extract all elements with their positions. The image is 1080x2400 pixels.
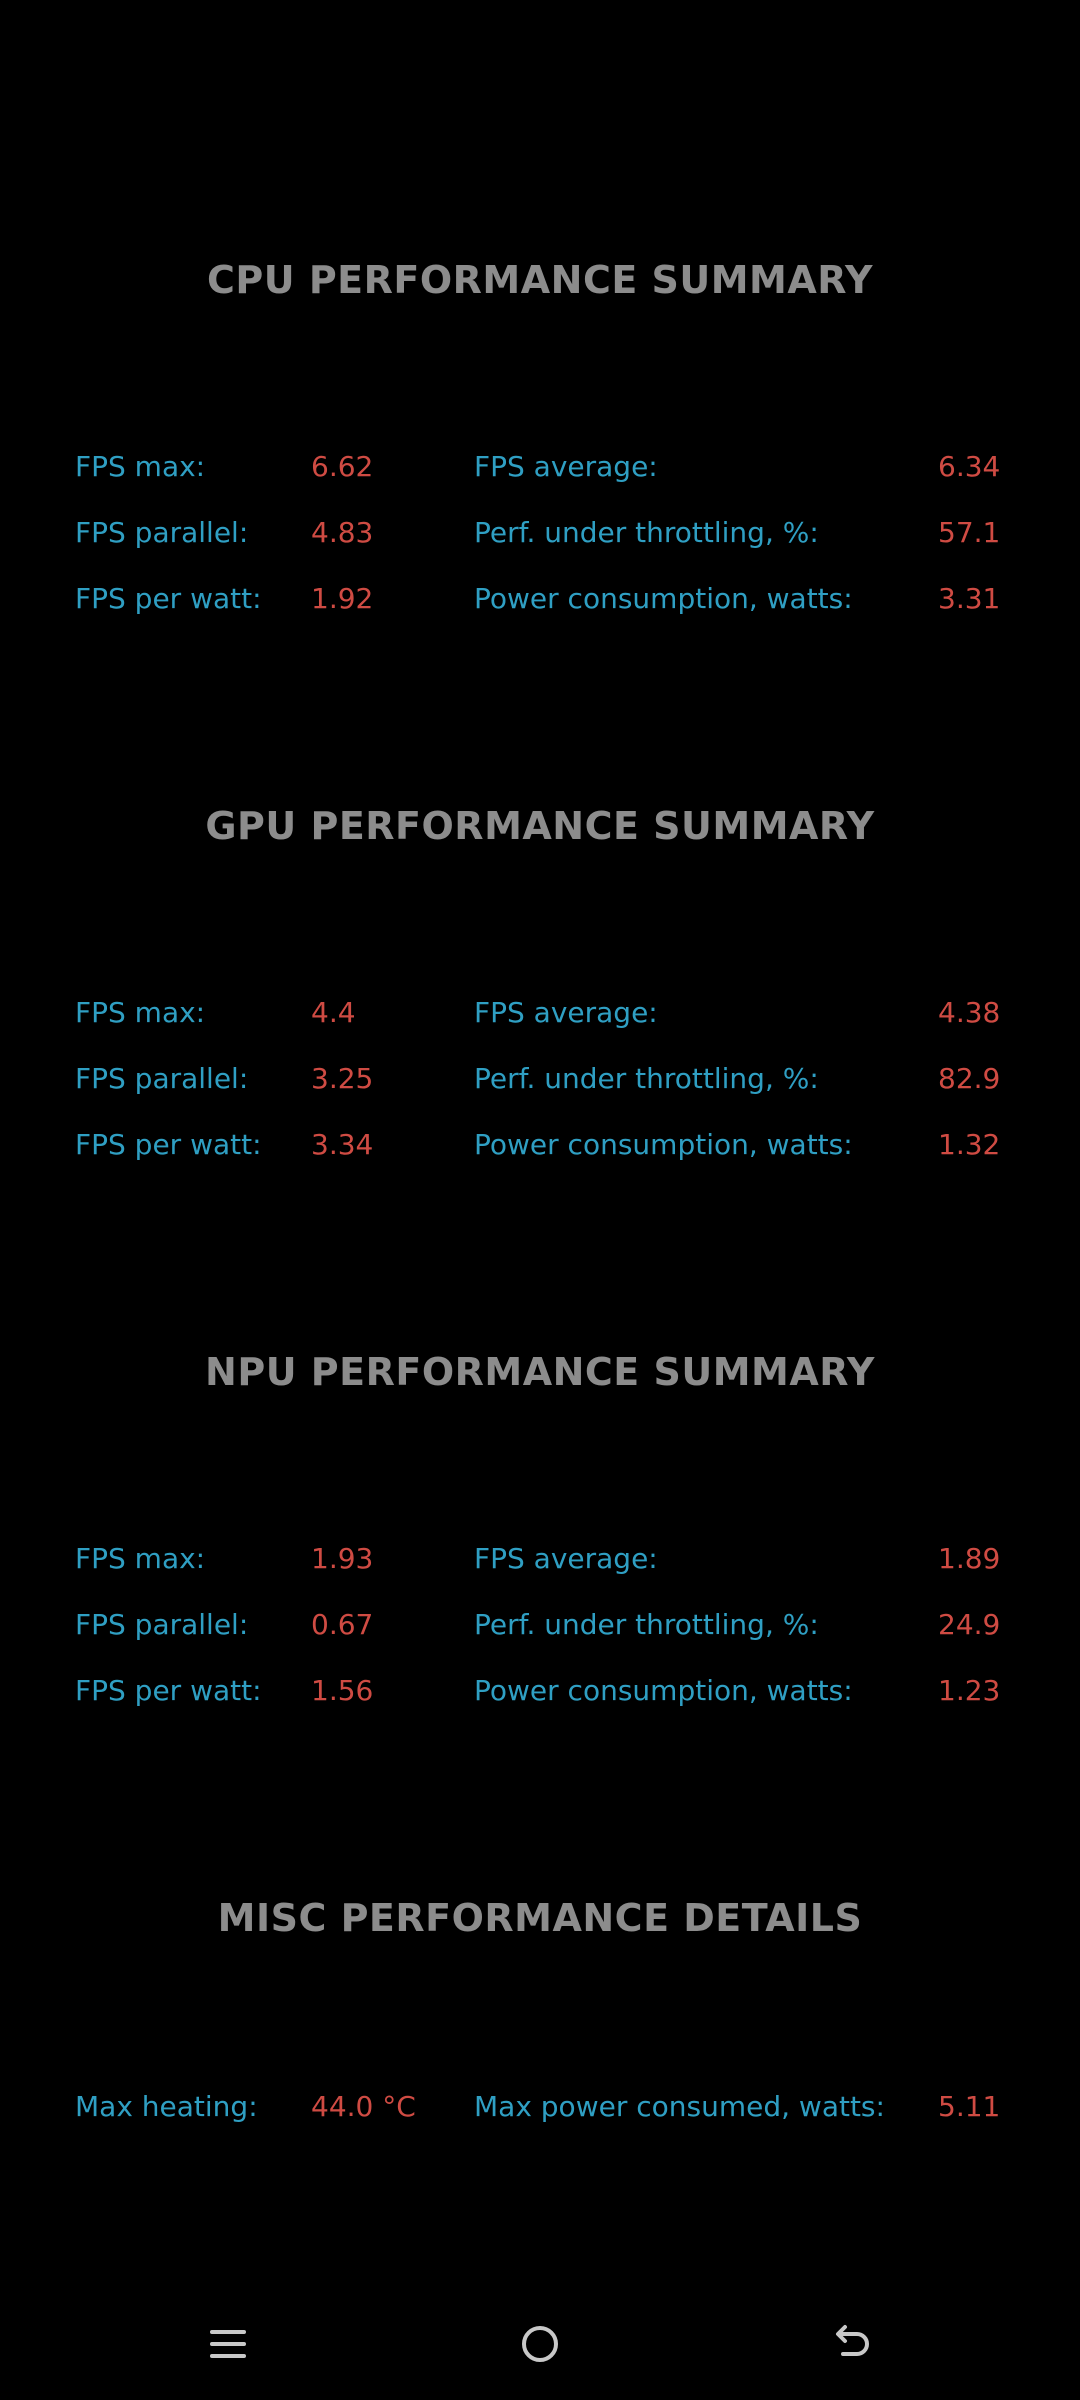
cpu-fps-max-label: FPS max: <box>75 450 206 483</box>
npu-fps-per-watt-label: FPS per watt: <box>75 1674 262 1707</box>
npu-fps-per-watt-value: 1.56 <box>311 1674 374 1707</box>
cpu-fps-per-watt-label: FPS per watt: <box>75 582 262 615</box>
npu-fps-average-label: FPS average: <box>474 1542 658 1575</box>
home-icon <box>522 2326 558 2362</box>
npu-section-title: NPU PERFORMANCE SUMMARY <box>205 1350 875 1394</box>
npu-fps-parallel-label: FPS parallel: <box>75 1608 249 1641</box>
npu-fps-max-label: FPS max: <box>75 1542 206 1575</box>
max-power-consumed-label: Max power consumed, watts: <box>474 2090 885 2123</box>
gpu-power-consumption-value: 1.32 <box>938 1128 1001 1161</box>
gpu-perf-throttling-label: Perf. under throttling, %: <box>474 1062 819 1095</box>
max-power-consumed-value: 5.11 <box>938 2090 1001 2123</box>
cpu-section-title: CPU PERFORMANCE SUMMARY <box>207 258 873 302</box>
max-heating-label: Max heating: <box>75 2090 258 2123</box>
cpu-perf-throttling-label: Perf. under throttling, %: <box>474 516 819 549</box>
gpu-perf-throttling-value: 82.9 <box>938 1062 1001 1095</box>
gpu-fps-average-label: FPS average: <box>474 996 658 1029</box>
npu-power-consumption-value: 1.23 <box>938 1674 1001 1707</box>
gpu-fps-max-label: FPS max: <box>75 996 206 1029</box>
max-heating-value: 44.0 °C <box>311 2090 416 2123</box>
gpu-fps-average-value: 4.38 <box>938 996 1001 1029</box>
home-button[interactable] <box>518 2322 562 2366</box>
npu-fps-max-value: 1.93 <box>311 1542 374 1575</box>
cpu-fps-parallel-label: FPS parallel: <box>75 516 249 549</box>
back-icon <box>836 2325 869 2356</box>
cpu-power-consumption-value: 3.31 <box>938 582 1001 615</box>
npu-perf-throttling-value: 24.9 <box>938 1608 1001 1641</box>
gpu-fps-max-value: 4.4 <box>311 996 356 1029</box>
gpu-section-title: GPU PERFORMANCE SUMMARY <box>205 804 875 848</box>
cpu-fps-per-watt-value: 1.92 <box>311 582 374 615</box>
cpu-perf-throttling-value: 57.1 <box>938 516 1001 549</box>
npu-power-consumption-label: Power consumption, watts: <box>474 1674 853 1707</box>
gpu-fps-parallel-value: 3.25 <box>311 1062 374 1095</box>
cpu-fps-average-value: 6.34 <box>938 450 1001 483</box>
gpu-fps-parallel-label: FPS parallel: <box>75 1062 249 1095</box>
cpu-power-consumption-label: Power consumption, watts: <box>474 582 853 615</box>
cpu-fps-average-label: FPS average: <box>474 450 658 483</box>
menu-button[interactable] <box>206 2322 250 2366</box>
misc-section-title: MISC PERFORMANCE DETAILS <box>217 1896 863 1940</box>
cpu-fps-parallel-value: 4.83 <box>311 516 374 549</box>
back-button[interactable] <box>829 2322 873 2366</box>
npu-fps-parallel-value: 0.67 <box>311 1608 374 1641</box>
cpu-fps-max-value: 6.62 <box>311 450 374 483</box>
gpu-power-consumption-label: Power consumption, watts: <box>474 1128 853 1161</box>
gpu-fps-per-watt-value: 3.34 <box>311 1128 374 1161</box>
menu-icon <box>210 2330 246 2358</box>
npu-perf-throttling-label: Perf. under throttling, %: <box>474 1608 819 1641</box>
npu-fps-average-value: 1.89 <box>938 1542 1001 1575</box>
gpu-fps-per-watt-label: FPS per watt: <box>75 1128 262 1161</box>
